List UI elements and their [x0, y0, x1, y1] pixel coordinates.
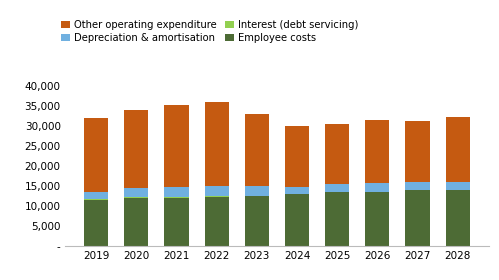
Bar — [205, 197, 229, 246]
Bar — [205, 102, 229, 186]
Bar — [325, 185, 349, 192]
Bar — [325, 124, 349, 185]
Bar — [285, 126, 309, 187]
Bar — [285, 187, 309, 193]
Bar — [165, 105, 189, 187]
Bar — [84, 200, 108, 246]
Bar — [124, 109, 148, 188]
Bar — [124, 188, 148, 197]
Bar — [365, 192, 389, 246]
Bar — [285, 193, 309, 194]
Bar — [325, 192, 349, 246]
Bar — [365, 183, 389, 192]
Bar — [165, 197, 189, 198]
Bar — [205, 186, 229, 196]
Bar — [406, 190, 430, 246]
Bar — [165, 198, 189, 246]
Bar — [124, 197, 148, 198]
Bar — [446, 117, 470, 182]
Bar — [165, 187, 189, 197]
Bar — [245, 114, 269, 186]
Bar — [365, 120, 389, 183]
Bar — [446, 182, 470, 190]
Bar — [245, 186, 269, 196]
Bar — [285, 194, 309, 246]
Bar — [245, 196, 269, 246]
Bar — [406, 182, 430, 190]
Bar — [84, 118, 108, 192]
Bar — [406, 121, 430, 182]
Bar — [124, 198, 148, 246]
Bar — [205, 196, 229, 197]
Bar — [84, 192, 108, 199]
Legend: Other operating expenditure, Depreciation & amortisation, Interest (debt servici: Other operating expenditure, Depreciatio… — [61, 20, 358, 43]
Bar — [446, 190, 470, 246]
Bar — [84, 199, 108, 200]
